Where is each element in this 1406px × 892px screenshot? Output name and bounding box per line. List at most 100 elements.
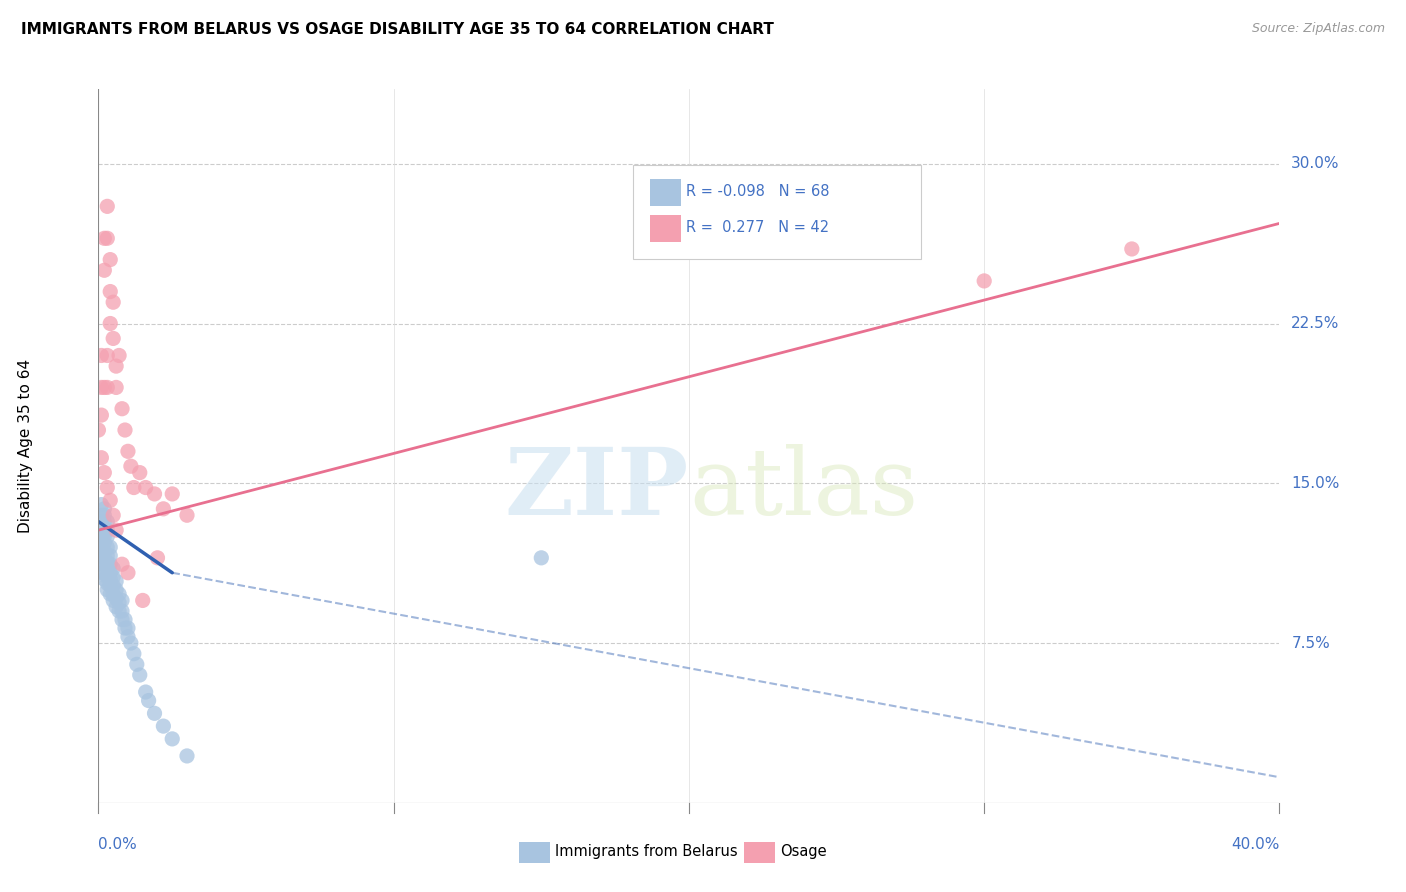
Point [143, 487, 166, 501]
Point [105, 599, 128, 614]
Point [135, 481, 157, 495]
Point [176, 508, 198, 523]
Point [93, 536, 115, 550]
Point [105, 359, 128, 373]
Point [111, 558, 134, 572]
Point [93, 263, 115, 277]
Point [128, 466, 150, 480]
Point [103, 295, 125, 310]
Point [93, 466, 115, 480]
Point [93, 529, 115, 543]
Text: Immigrants from Belarus: Immigrants from Belarus [555, 845, 738, 859]
Point [146, 550, 169, 565]
Point [105, 591, 128, 606]
Point [90, 498, 112, 512]
Point [90, 349, 112, 363]
Text: 22.5%: 22.5% [1291, 316, 1340, 331]
Point [973, 274, 995, 288]
Point [96, 523, 118, 537]
Point [114, 613, 136, 627]
Text: 15.0%: 15.0% [1291, 475, 1340, 491]
Point [96, 481, 118, 495]
Point [96, 199, 118, 213]
Text: R = -0.098   N = 68: R = -0.098 N = 68 [686, 185, 830, 199]
Text: 30.0%: 30.0% [1291, 156, 1340, 171]
Point [98, 572, 121, 586]
Point [103, 561, 125, 575]
Point [120, 459, 142, 474]
Point [93, 508, 115, 523]
Point [105, 582, 128, 597]
Point [111, 593, 134, 607]
Point [87, 566, 110, 580]
Point [114, 423, 136, 437]
Point [103, 578, 125, 592]
Point [96, 529, 118, 543]
Point [96, 555, 118, 569]
Point [128, 668, 150, 682]
Point [96, 515, 118, 529]
Point [96, 576, 118, 591]
Point [138, 693, 160, 707]
Point [96, 349, 118, 363]
Point [98, 558, 121, 572]
Point [162, 487, 183, 501]
Point [98, 493, 121, 508]
Point [1121, 242, 1143, 256]
Point [90, 508, 112, 523]
Point [96, 561, 118, 575]
Point [152, 719, 174, 733]
Point [117, 630, 139, 644]
Point [117, 566, 139, 580]
Point [96, 582, 118, 597]
Text: atlas: atlas [689, 444, 918, 533]
Point [111, 401, 134, 416]
Point [93, 566, 115, 580]
Text: R =  0.277   N = 42: R = 0.277 N = 42 [686, 220, 830, 235]
Point [122, 647, 145, 661]
Point [120, 636, 142, 650]
Point [103, 331, 125, 345]
Text: Disability Age 35 to 64: Disability Age 35 to 64 [18, 359, 34, 533]
Point [114, 621, 136, 635]
Point [108, 604, 131, 618]
Point [87, 558, 110, 572]
Point [90, 450, 112, 465]
Text: 40.0%: 40.0% [1232, 837, 1279, 852]
Point [93, 380, 115, 394]
Point [108, 587, 131, 601]
Point [96, 540, 118, 554]
Point [176, 748, 198, 763]
Point [117, 444, 139, 458]
Point [105, 574, 128, 589]
Point [125, 657, 148, 672]
Point [93, 558, 115, 572]
Point [96, 549, 118, 563]
Point [87, 423, 110, 437]
Point [105, 380, 128, 394]
Point [111, 604, 134, 618]
Point [103, 587, 125, 601]
Point [96, 380, 118, 394]
Point [90, 540, 112, 554]
Point [98, 317, 121, 331]
Point [98, 252, 121, 267]
Point [530, 550, 553, 565]
Point [98, 540, 121, 554]
Point [98, 549, 121, 563]
Point [90, 529, 112, 543]
Point [93, 550, 115, 565]
Point [135, 685, 157, 699]
Point [93, 572, 115, 586]
Text: 7.5%: 7.5% [1291, 635, 1330, 650]
Text: Osage: Osage [780, 845, 827, 859]
Point [93, 231, 115, 245]
Point [93, 523, 115, 537]
Point [98, 285, 121, 299]
Point [98, 566, 121, 580]
Point [117, 621, 139, 635]
Text: ZIP: ZIP [505, 444, 689, 533]
Point [111, 613, 134, 627]
Point [122, 481, 145, 495]
Text: IMMIGRANTS FROM BELARUS VS OSAGE DISABILITY AGE 35 TO 64 CORRELATION CHART: IMMIGRANTS FROM BELARUS VS OSAGE DISABIL… [21, 22, 773, 37]
